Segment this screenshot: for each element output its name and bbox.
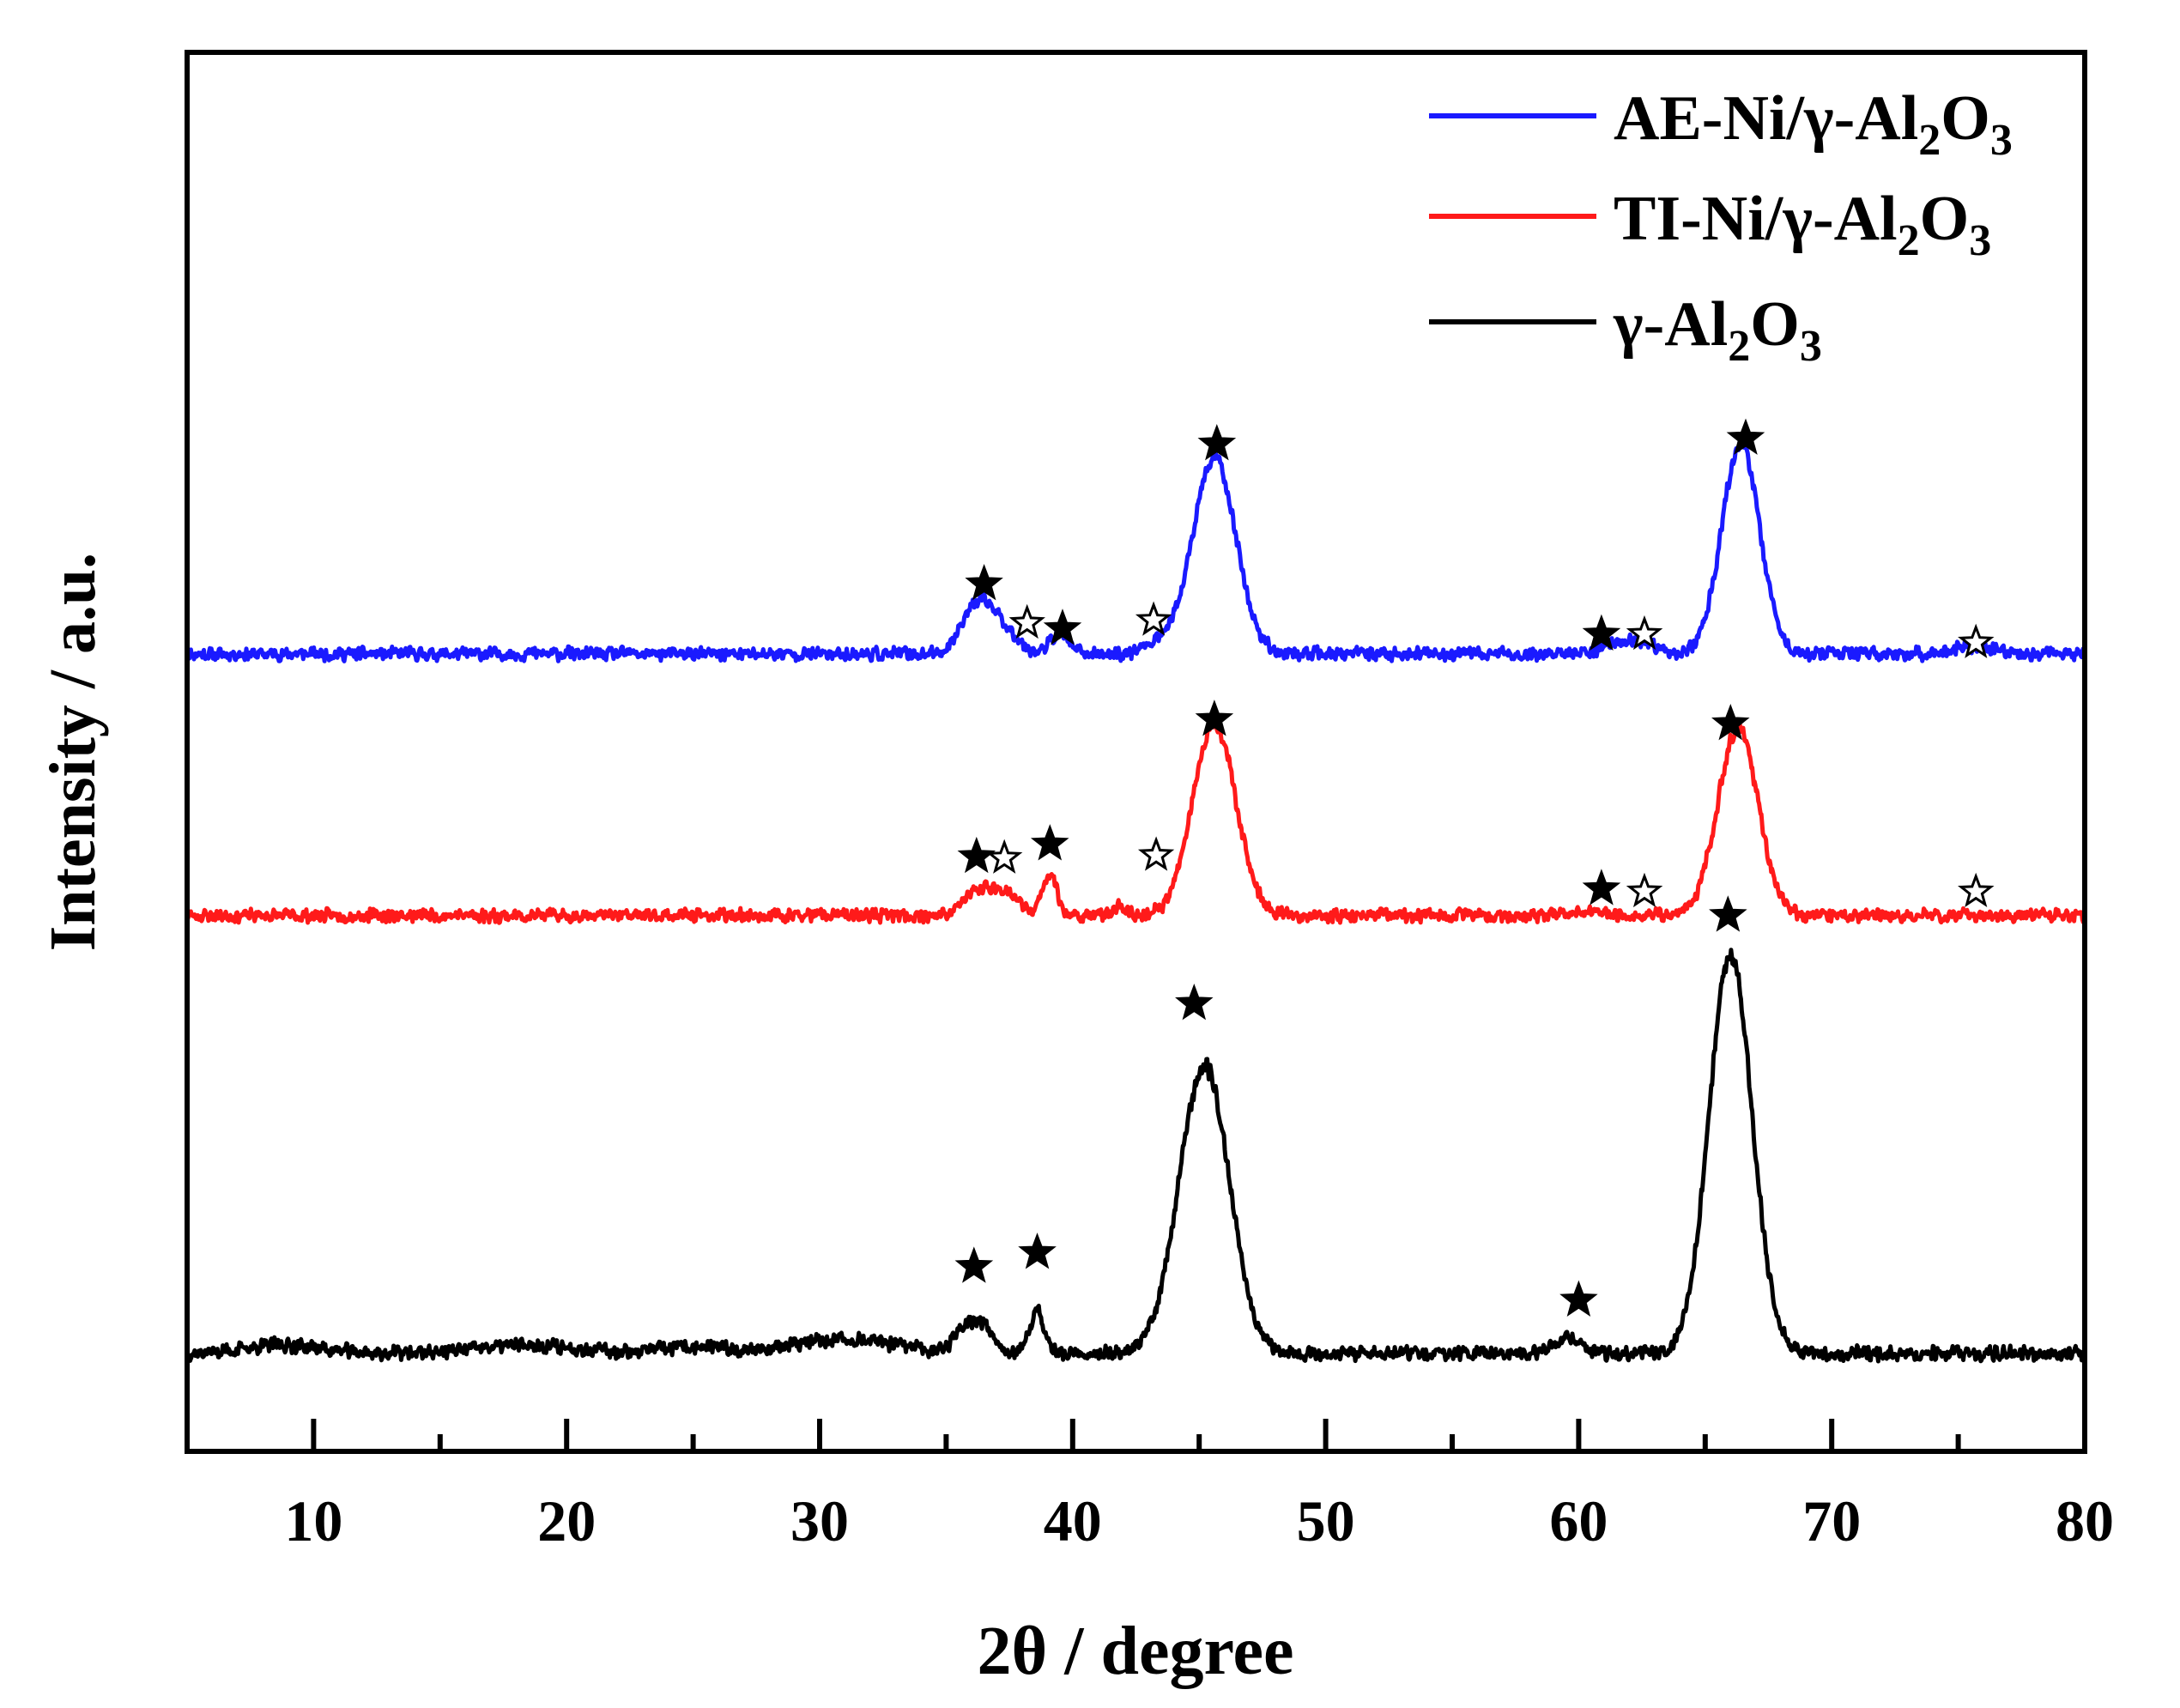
- x-tick-label: 50: [1297, 1488, 1355, 1554]
- peak-marker-filled-star: [957, 836, 996, 874]
- x-axis-ticks: [185, 1419, 2087, 1451]
- peak-marker-open-star: [1958, 623, 1995, 658]
- legend-label: AE-Ni/γ-Al2O3: [1614, 83, 2013, 165]
- legend-label: TI-Ni/γ-Al2O3: [1614, 184, 1991, 265]
- peak-marker-filled-star: [1582, 869, 1621, 905]
- x-tick-label: 20: [537, 1488, 596, 1554]
- x-tick-label: 30: [790, 1488, 849, 1554]
- x-tick-label: 40: [1044, 1488, 1102, 1554]
- peak-marker-open-star: [986, 839, 1023, 874]
- x-axis-tick-labels: 10 20 30 40 50 60 70 80: [284, 1488, 2114, 1554]
- peak-marker-filled-star: [1559, 1280, 1598, 1317]
- x-axis-label: 2θ / degree: [977, 1614, 1293, 1689]
- peak-marker-open-star: [1135, 601, 1172, 636]
- peak-marker-open-star: [1958, 872, 1995, 908]
- series-line: [185, 436, 2086, 663]
- peak-marker-open-star: [1626, 872, 1663, 908]
- peak-marker-filled-star: [1711, 703, 1750, 741]
- peak-marker-filled-star: [1709, 895, 1747, 932]
- x-tick-label: 80: [2056, 1488, 2114, 1554]
- peak-marker-filled-star: [965, 563, 1003, 601]
- peak-marker-open-star: [1137, 836, 1175, 871]
- peak-marker-filled-star: [1726, 418, 1765, 455]
- series-line: [185, 948, 2087, 1364]
- legend-label: γ-Al2O3: [1613, 289, 1822, 371]
- peak-marker-filled-star: [954, 1246, 994, 1283]
- peak-marker-filled-star: [1030, 824, 1069, 861]
- plot-area: [185, 418, 2087, 1364]
- peak-marker-open-star: [1626, 615, 1663, 651]
- peak-marker-filled-star: [1043, 609, 1082, 645]
- x-tick-label: 70: [1802, 1488, 1861, 1554]
- peak-marker-open-star: [1008, 603, 1045, 639]
- peak-marker-filled-star: [1582, 614, 1621, 651]
- peak-marker-filled-star: [1195, 700, 1234, 736]
- plot-frame: [185, 50, 2087, 1454]
- x-tick-label: 60: [1549, 1488, 1608, 1554]
- peak-marker-filled-star: [1175, 983, 1214, 1021]
- peak-marker-filled-star: [1018, 1233, 1057, 1269]
- x-tick-label: 10: [284, 1488, 342, 1554]
- series-line: [185, 718, 2086, 925]
- peak-marker-filled-star: [1197, 423, 1237, 461]
- legend: AE-Ni/γ-Al2O3 TI-Ni/γ-Al2O3 γ-Al2O3: [1429, 83, 2013, 371]
- y-axis-label: Intensity / a.u.: [37, 553, 109, 952]
